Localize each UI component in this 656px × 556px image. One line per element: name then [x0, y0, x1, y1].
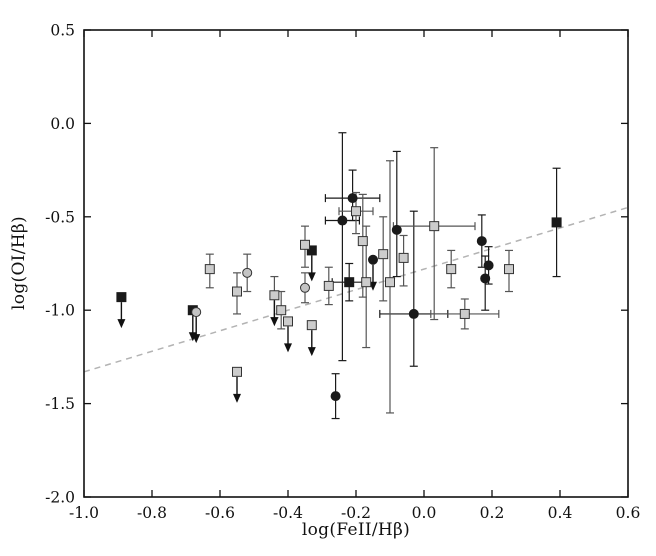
- y-tick-label: 0.0: [50, 115, 75, 133]
- data-point-gray-squares: [300, 239, 310, 250]
- data-point-gray-squares: [269, 290, 280, 301]
- data-point-gray-squares: [232, 286, 242, 297]
- y-tick-label: -1.0: [45, 302, 75, 320]
- data-point-black-circles: [480, 273, 491, 284]
- data-point-black-circles: [330, 391, 341, 402]
- data-point-black-circles: [368, 254, 378, 265]
- data-point-black-squares: [344, 277, 355, 288]
- x-tick-label: -0.4: [273, 504, 303, 522]
- upper-limit-arrow-icon: [307, 272, 316, 282]
- x-axis-label: log(FeII/Hβ): [301, 520, 411, 540]
- data-point-gray-squares: [446, 264, 457, 275]
- y-tick-label: -0.5: [45, 208, 75, 226]
- x-tick-label: 0.6: [616, 504, 641, 522]
- data-point-black-circles: [337, 215, 348, 226]
- data-point-black-circles: [476, 236, 487, 247]
- data-point-gray-squares: [361, 277, 372, 288]
- data-point-black-squares: [551, 217, 562, 228]
- data-point-gray-squares: [276, 305, 287, 316]
- data-point-gray-squares: [429, 221, 440, 232]
- data-point-gray-circles: [242, 267, 253, 278]
- data-point-gray-squares: [385, 277, 395, 288]
- upper-limit-arrow-icon: [192, 334, 201, 344]
- data-point-black-circles: [483, 260, 494, 271]
- y-tick-label: 0.5: [50, 22, 75, 40]
- data-point-gray-squares: [459, 308, 470, 319]
- data-point-gray-circles: [191, 307, 202, 318]
- data-point-gray-circles: [300, 282, 310, 293]
- data-point-black-circles: [391, 224, 402, 235]
- data-point-black-squares: [306, 245, 317, 256]
- plot-frame: [83, 29, 629, 498]
- fit-line: [83, 206, 629, 373]
- data-point-gray-squares: [232, 366, 242, 377]
- data-point-black-circles: [408, 308, 419, 319]
- x-tick-label: -0.6: [205, 504, 235, 522]
- x-tick-label: -1.0: [69, 504, 99, 522]
- data-point-gray-squares: [351, 206, 361, 217]
- data-point-gray-squares: [323, 280, 334, 291]
- x-tick-label: 0.0: [412, 504, 437, 522]
- upper-limit-arrow-icon: [307, 347, 316, 357]
- upper-limit-arrow-icon: [117, 319, 126, 329]
- upper-limit-arrow-icon: [270, 317, 279, 327]
- data-point-gray-squares: [283, 316, 293, 327]
- x-tick-label: -0.2: [341, 504, 371, 522]
- y-tick-label: -2.0: [45, 489, 75, 507]
- data-point-black-circles: [347, 193, 358, 204]
- x-tick-label: -0.8: [137, 504, 167, 522]
- data-point-gray-squares: [504, 264, 514, 275]
- data-point-gray-squares: [306, 320, 317, 331]
- y-axis-label: log(OI/Hβ): [9, 216, 29, 310]
- data-point-gray-squares: [204, 264, 215, 275]
- upper-limit-arrow-icon: [284, 343, 292, 353]
- data-point-black-squares: [116, 292, 127, 303]
- data-point-gray-squares: [378, 249, 389, 260]
- x-tick-label: 0.4: [548, 504, 573, 522]
- upper-limit-arrow-icon: [233, 393, 241, 403]
- y-tick-label: -1.5: [45, 395, 75, 413]
- data-point-gray-squares: [398, 252, 409, 263]
- data-point-gray-squares: [357, 236, 368, 247]
- x-tick-label: 0.2: [480, 504, 505, 522]
